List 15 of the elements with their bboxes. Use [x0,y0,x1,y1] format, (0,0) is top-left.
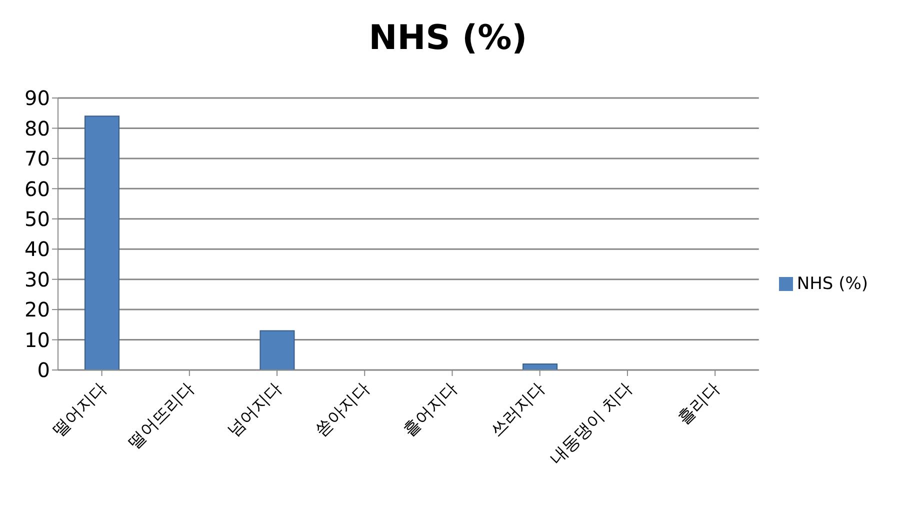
bar [522,363,558,370]
y-tick-label: 60 [24,176,50,201]
y-tick-label: 10 [24,328,50,352]
y-tick-label: 80 [24,116,50,140]
chart-title: NHS (%) [368,17,528,60]
y-tick-label: 70 [24,146,50,171]
y-tick-label: 90 [24,86,50,110]
y-tick-label: 20 [24,298,50,322]
y-tick-label: 30 [24,267,50,292]
y-tick-label: 50 [24,206,50,231]
bar [260,330,295,370]
y-tick-label: 0 [37,358,50,382]
bar [84,116,120,370]
legend-label: NHS (%) [796,274,868,294]
y-tick-label: 40 [24,237,50,262]
